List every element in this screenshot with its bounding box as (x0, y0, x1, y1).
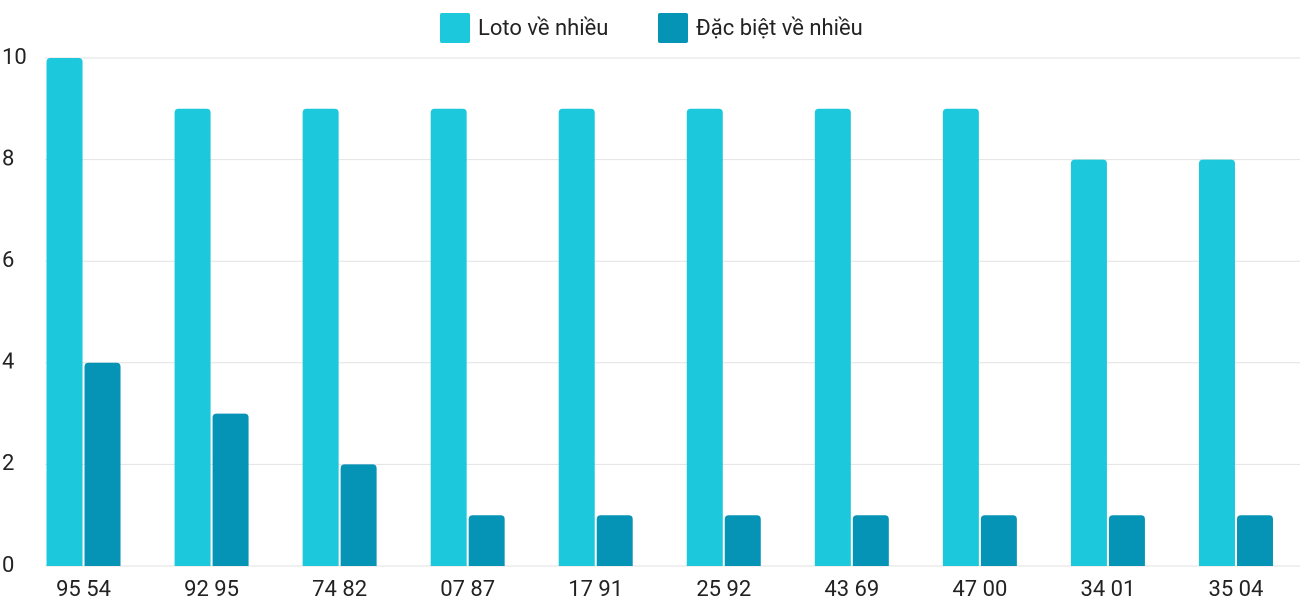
y-tick-label: 8 (2, 146, 14, 171)
bar (1108, 515, 1145, 566)
bar (814, 108, 851, 567)
bar (302, 108, 339, 567)
bar (1236, 515, 1273, 566)
bar (1198, 159, 1235, 566)
bar (212, 413, 249, 566)
x-tick-label: 43 69 (824, 577, 879, 600)
y-tick-label: 10 (2, 45, 27, 70)
bar (174, 108, 211, 567)
x-tick-label: 25 92 (696, 577, 751, 600)
bar (942, 108, 979, 567)
x-tick-label: 34 01 (1080, 577, 1135, 600)
legend-label: Loto về nhiều (478, 16, 608, 41)
y-tick-label: 0 (2, 553, 14, 578)
bar (468, 515, 505, 566)
y-tick-label: 2 (2, 451, 14, 476)
legend-label: Đặc biệt về nhiều (696, 16, 863, 41)
bar (558, 108, 595, 567)
bar (596, 515, 633, 566)
bar (46, 58, 83, 566)
x-tick-label: 47 00 (952, 577, 1007, 600)
y-tick-label: 6 (2, 248, 14, 273)
legend-swatch (658, 13, 688, 43)
x-tick-label: 74 82 (312, 577, 367, 600)
bar (724, 515, 761, 566)
x-tick-label: 07 87 (440, 577, 495, 600)
bar (852, 515, 889, 566)
bar (84, 362, 121, 566)
y-tick-label: 4 (2, 350, 14, 375)
x-tick-label: 17 91 (568, 577, 623, 600)
bar (980, 515, 1017, 566)
x-tick-label: 35 04 (1209, 577, 1264, 600)
x-tick-label: 95 54 (56, 577, 111, 600)
legend-swatch (440, 13, 470, 43)
bar (1070, 159, 1107, 566)
bar (686, 108, 723, 567)
bar (340, 464, 377, 566)
bar (430, 108, 467, 567)
x-tick-label: 92 95 (184, 577, 239, 600)
